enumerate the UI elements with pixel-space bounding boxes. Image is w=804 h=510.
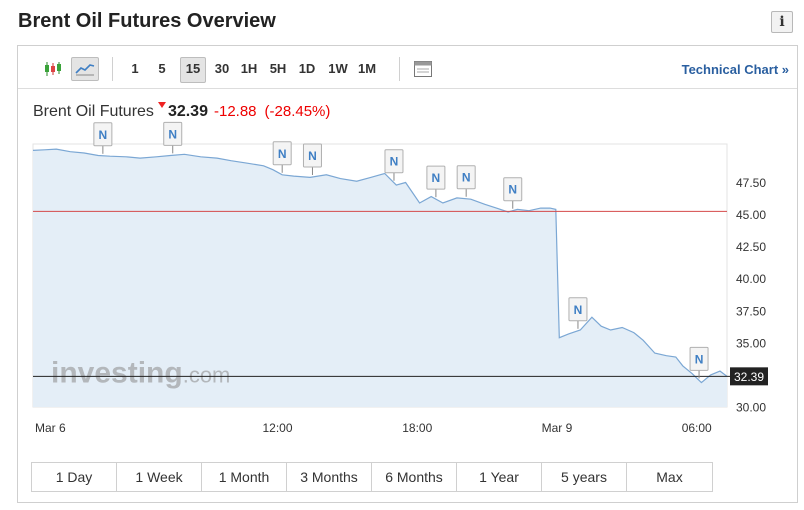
- timeframe-1w[interactable]: 1W: [328, 61, 348, 76]
- range-5-years[interactable]: 5 years: [542, 463, 627, 491]
- y-tick-label: 37.50: [736, 304, 766, 318]
- range-selector: 1 Day 1 Week 1 Month 3 Months 6 Months 1 Year…: [31, 462, 713, 492]
- line-chart-icon[interactable]: [71, 57, 99, 81]
- y-tick-label: 35.00: [736, 336, 766, 350]
- news-marker[interactable]: [93, 122, 113, 147]
- timeframe-5h[interactable]: 5H: [269, 61, 287, 76]
- info-icon: i: [779, 14, 785, 30]
- x-tick-label: 12:00: [263, 421, 293, 435]
- y-tick-label: 40.00: [736, 272, 766, 286]
- news-marker-label[interactable]: N: [278, 147, 287, 161]
- page-title: Brent Oil Futures Overview: [18, 10, 276, 32]
- news-marker[interactable]: [302, 143, 322, 168]
- news-marker-label[interactable]: N: [432, 171, 441, 185]
- news-marker-label[interactable]: N: [574, 303, 583, 317]
- price-area: [33, 149, 727, 407]
- range-max[interactable]: Max: [627, 463, 712, 491]
- info-button[interactable]: i: [771, 11, 793, 33]
- news-marker-label[interactable]: N: [99, 128, 108, 142]
- last-price: 32.39: [167, 103, 208, 120]
- timeframe-30[interactable]: 30: [214, 61, 230, 76]
- range-3-months[interactable]: 3 Months: [287, 463, 372, 491]
- news-marker-label[interactable]: N: [390, 155, 399, 169]
- timeframe-1[interactable]: 1: [131, 61, 139, 76]
- price-change-percent: (-28.45%): [264, 103, 331, 120]
- price-chart: investing.com 47.50 45.00 42.50 40.00 37.50 35…: [32, 121, 768, 435]
- news-marker-label[interactable]: N: [308, 149, 317, 163]
- price-change: -12.88: [213, 103, 257, 120]
- timeframe-5[interactable]: 5: [158, 61, 166, 76]
- chart-area: investing.com 47.50 45.00 42.50 40.00 37.50 35…: [18, 89, 797, 464]
- down-arrow-icon: [157, 102, 166, 108]
- range-1-day[interactable]: 1 Day: [32, 463, 117, 491]
- news-marker[interactable]: [426, 165, 446, 190]
- x-tick-label: Mar 6: [35, 421, 66, 435]
- y-tick-label: 32.39: [734, 370, 764, 384]
- timeframe-1d[interactable]: 1D: [298, 61, 316, 76]
- x-tick-label: 06:00: [682, 421, 712, 435]
- last-price-tag: [730, 367, 768, 386]
- chart-panel: 1 5 15 30 1H 5H 1D 1W 1M Technical Chart » inves…: [17, 45, 798, 503]
- news-marker[interactable]: [568, 297, 588, 322]
- y-tick-label: 47.50: [736, 176, 766, 190]
- news-marker[interactable]: [456, 165, 476, 190]
- x-tick-label: 18:00: [402, 421, 432, 435]
- news-marker[interactable]: [163, 121, 183, 146]
- news-marker-label[interactable]: N: [462, 171, 471, 185]
- y-tick-label: 30.00: [736, 401, 766, 415]
- news-marker-label[interactable]: N: [508, 183, 517, 197]
- x-tick-label: Mar 9: [542, 421, 573, 435]
- news-marker-label[interactable]: N: [695, 352, 704, 366]
- timeframe-1m[interactable]: 1M: [357, 61, 377, 76]
- chart-toolbar: 1 5 15 30 1H 5H 1D 1W 1M Technical Chart »: [18, 46, 797, 89]
- news-marker-label[interactable]: N: [168, 127, 177, 141]
- instrument-name: Brent Oil Futures: [33, 103, 154, 120]
- candlestick-icon[interactable]: [40, 58, 66, 80]
- price-line: [32, 148, 728, 384]
- range-1-month[interactable]: 1 Month: [202, 463, 287, 491]
- technical-chart-link[interactable]: Technical Chart »: [681, 62, 789, 77]
- timeframe-15[interactable]: 15: [180, 57, 206, 83]
- news-marker[interactable]: [384, 149, 404, 174]
- quote-header: Brent Oil Futures 32.39 -12.88 (-28.45%): [33, 102, 331, 121]
- news-marker[interactable]: [689, 346, 709, 371]
- range-6-months[interactable]: 6 Months: [372, 463, 457, 491]
- range-1-week[interactable]: 1 Week: [117, 463, 202, 491]
- news-marker[interactable]: [503, 177, 523, 202]
- timeframe-1h[interactable]: 1H: [240, 61, 258, 76]
- range-1-year[interactable]: 1 Year: [457, 463, 542, 491]
- calendar-icon[interactable]: [410, 58, 436, 80]
- y-tick-label: 45.00: [736, 208, 766, 222]
- news-marker[interactable]: [272, 141, 292, 166]
- watermark: investing.com: [51, 357, 230, 390]
- y-tick-label: 42.50: [736, 240, 766, 254]
